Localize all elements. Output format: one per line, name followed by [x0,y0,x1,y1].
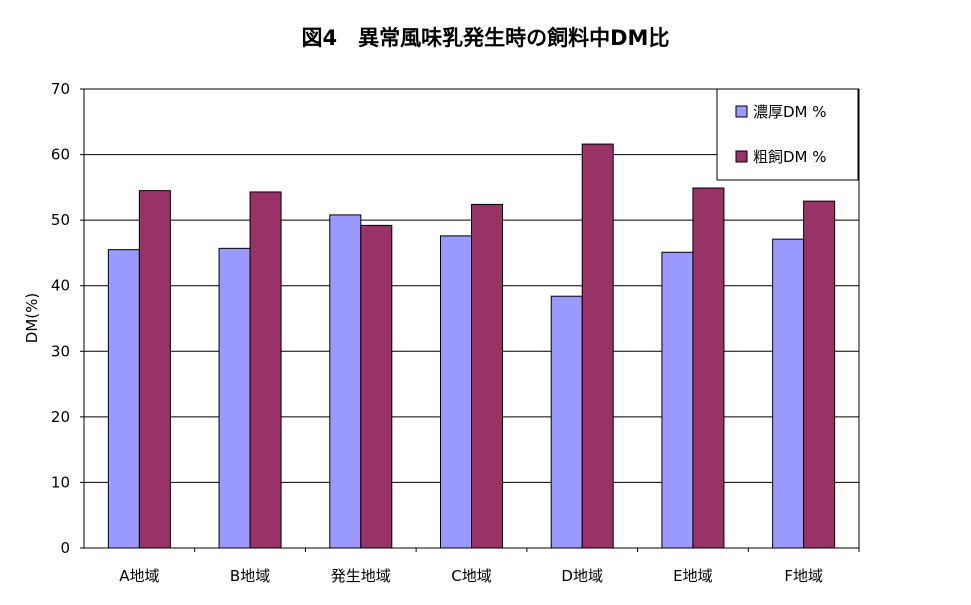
x-tick-label: F地域 [784,567,823,585]
legend-label-roughage: 粗飼DM % [753,148,827,166]
y-tick-label: 30 [51,342,70,360]
y-tick-label: 60 [51,146,70,164]
x-tick-label: B地域 [230,567,270,585]
bar-concentrate-0 [107,249,140,549]
legend-box [716,88,859,181]
bar-roughage-3 [471,203,503,549]
legend-swatch-concentrate [735,105,748,118]
y-tick-labels: 0 10 20 30 40 50 60 70 [51,80,70,557]
bar-roughage-2 [360,224,393,549]
bar-concentrate-3 [440,235,472,549]
y-tick-label: 10 [51,473,70,491]
legend-label-concentrate: 濃厚DM % [753,103,827,121]
y-tick-label: 50 [51,211,70,229]
chart-title: 図4 異常風味乳発生時の飼料中DM比 [301,26,670,50]
x-tick-label: D地域 [561,567,603,585]
y-axis-label: DM(%) [23,293,41,343]
bar-roughage-1 [249,191,282,549]
bar-concentrate-5 [661,251,694,549]
y-tick-label: 0 [60,539,70,557]
bar-concentrate-6 [772,238,805,549]
bar-roughage-5 [692,187,725,549]
y-tick-label: 40 [51,277,70,295]
bar-concentrate-2 [329,214,362,549]
x-tick-label: C地域 [451,567,491,585]
axes [80,88,860,552]
y-tick-label: 20 [51,408,70,426]
x-tick-label: 発生地域 [331,567,391,585]
x-tick-label: E地域 [673,567,712,585]
bar-roughage-4 [581,143,614,549]
legend-swatch-roughage [735,150,748,163]
x-tick-labels: A地域 B地域 発生地域 C地域 D地域 E地域 F地域 [119,567,823,585]
bar-concentrate-1 [218,247,251,549]
y-tick-label: 70 [51,80,70,98]
bar-roughage-6 [803,200,836,549]
bar-concentrate-4 [550,295,583,549]
bar-roughage-0 [138,190,171,549]
legend: 濃厚DM % 粗飼DM % [716,88,859,181]
x-tick-label: A地域 [119,567,159,585]
bars [107,143,836,549]
